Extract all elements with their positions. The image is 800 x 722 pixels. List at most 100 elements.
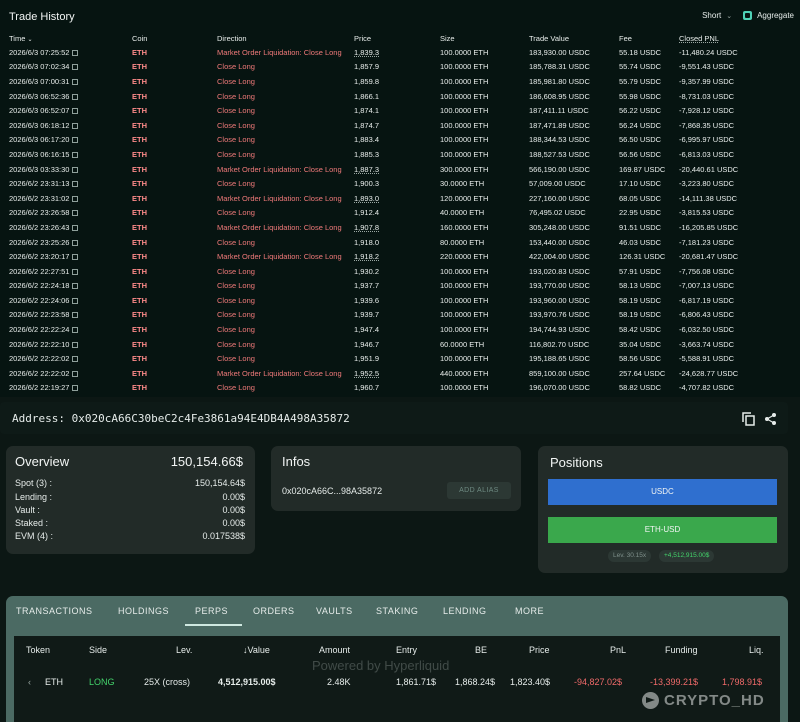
external-link-icon[interactable]	[72, 122, 79, 129]
table-row: 2026/6/2 22:24:06 ETH Close Long 1,939.6 100…	[0, 293, 800, 308]
table-row: 2026/6/3 06:52:07 ETH Close Long 1,874.1 100…	[0, 103, 800, 118]
external-link-icon[interactable]	[72, 93, 79, 100]
table-row: 2026/6/2 23:25:26 ETH Close Long 1,918.0 80.…	[0, 235, 800, 250]
col-header-time[interactable]: Time ⌄	[9, 34, 33, 43]
external-link-icon[interactable]	[72, 254, 79, 261]
tab-perps[interactable]: PERPS	[195, 606, 229, 616]
tab-orders[interactable]: ORDERS	[253, 606, 295, 616]
chevron-down-icon[interactable]: ⌄	[726, 12, 733, 20]
cell-trade-value: 193,020.83 USDC	[529, 266, 590, 276]
col-header-closed-pnl[interactable]: Closed PNL	[679, 34, 720, 43]
perps-header-price: Price	[529, 645, 550, 655]
trade-history-panel: Trade History Short ⌄ Aggregate Time ⌄ C…	[0, 11, 800, 393]
tab-holdings[interactable]: HOLDINGS	[118, 606, 170, 616]
external-link-icon[interactable]	[72, 108, 79, 115]
external-link-icon[interactable]	[72, 166, 79, 173]
cell-trade-value: 185,981.80 USDC	[529, 76, 590, 86]
external-link-icon[interactable]	[72, 224, 79, 231]
cell-trade-value: 305,248.00 USDC	[529, 222, 590, 232]
external-link-icon[interactable]	[72, 356, 79, 363]
add-alias-button[interactable]: ADD ALIAS	[447, 482, 511, 499]
cell-size: 100.0000 ETH	[440, 310, 489, 320]
external-link-icon[interactable]	[72, 341, 79, 348]
cell-time: 2026/6/2 22:24:06	[0, 293, 132, 308]
tab-more[interactable]: MORE	[515, 606, 544, 616]
copy-icon[interactable]	[742, 412, 755, 426]
external-link-icon[interactable]	[72, 327, 79, 334]
external-link-icon[interactable]	[72, 297, 79, 304]
cell-price: 1,859.8	[354, 76, 380, 86]
cell-size: 100.0000 ETH	[440, 354, 489, 364]
cell-size: 100.0000 ETH	[440, 76, 489, 86]
external-link-icon[interactable]	[72, 64, 79, 71]
cell-time: 2026/6/2 23:26:58	[0, 206, 132, 221]
external-link-icon[interactable]	[72, 370, 79, 377]
cell-size: 220.0000 ETH	[440, 252, 489, 262]
position-bar-eth-usd[interactable]: ETH-USD	[548, 517, 777, 543]
perps-entry: 1,861.71$	[396, 677, 437, 687]
trade-history-title: Trade History	[9, 11, 75, 23]
cell-coin: ETH	[132, 354, 147, 364]
external-link-icon[interactable]	[72, 283, 79, 290]
cell-direction: Close Long	[217, 76, 255, 86]
side-select[interactable]: Short	[702, 11, 722, 20]
tab-staking[interactable]: STAKING	[376, 606, 419, 616]
tab-lending[interactable]: LENDING	[443, 606, 487, 616]
external-link-icon[interactable]	[72, 137, 79, 144]
external-link-icon[interactable]	[72, 181, 79, 188]
cell-direction: Close Long	[217, 237, 255, 247]
external-link-icon[interactable]	[72, 78, 79, 85]
cell-direction: Close Long	[217, 106, 255, 116]
aggregate-checkbox[interactable]	[743, 11, 753, 20]
cell-time: 2026/6/2 23:31:02	[0, 191, 132, 206]
cell-fee: 22.95 USDC	[619, 208, 662, 218]
cell-price: 1,952.5	[354, 368, 380, 378]
cell-direction: Market Order Liquidation: Close Long	[217, 368, 342, 378]
cell-trade-value: 185,788.31 USDC	[529, 62, 590, 72]
external-link-icon[interactable]	[72, 268, 79, 275]
cell-size: 100.0000 ETH	[440, 266, 489, 276]
col-header-size: Size	[440, 34, 455, 43]
external-link-icon[interactable]	[72, 210, 79, 217]
cell-coin: ETH	[132, 383, 147, 393]
cell-direction: Close Long	[217, 120, 255, 130]
cell-direction: Close Long	[217, 179, 255, 189]
cell-time: 2026/6/2 22:22:02	[0, 366, 132, 381]
cell-trade-value: 187,471.89 USDC	[529, 120, 590, 130]
cell-price: 1,874.7	[354, 120, 380, 130]
table-row: 2026/6/2 22:22:02 ETH Market Order Liquida…	[0, 366, 800, 381]
table-row: 2026/6/2 23:20:17 ETH Market Order Liquida…	[0, 249, 800, 264]
perps-header-funding: Funding	[665, 645, 698, 655]
share-icon[interactable]	[764, 412, 777, 426]
cell-direction: Close Long	[217, 266, 255, 276]
perps-header-amount: Amount	[319, 645, 351, 655]
cell-coin: ETH	[132, 179, 147, 189]
cell-price: 1,839.3	[354, 47, 380, 57]
overview-row-staked: Staked :0.00$	[15, 518, 245, 528]
cell-direction: Market Order Liquidation: Close Long	[217, 193, 342, 203]
cell-size: 120.0000 ETH	[440, 193, 489, 203]
perps-header-be: BE	[475, 645, 488, 655]
tab-vaults[interactable]: VAULTS	[316, 606, 353, 616]
cell-fee: 56.24 USDC	[619, 120, 662, 130]
external-link-icon[interactable]	[72, 195, 79, 202]
cell-coin: ETH	[132, 208, 147, 218]
cell-fee: 56.50 USDC	[619, 135, 662, 145]
cell-trade-value: 116,802.70 USDC	[529, 339, 590, 349]
tab-transactions[interactable]: TRANSACTIONS	[16, 606, 93, 616]
cell-fee: 55.98 USDC	[619, 91, 662, 101]
external-link-icon[interactable]	[72, 239, 79, 246]
position-bar-usdc[interactable]: USDC	[548, 479, 777, 505]
sort-chevron-icon: ⌄	[27, 37, 33, 43]
cell-closed-pnl: -6,032.50 USDC	[679, 325, 735, 335]
external-link-icon[interactable]	[72, 151, 79, 158]
cell-trade-value: 859,100.00 USDC	[529, 368, 590, 378]
address-text[interactable]: Address: 0x020cA66C30beC2c4Fe3861a94E4DB…	[12, 412, 350, 425]
external-link-icon[interactable]	[72, 385, 79, 392]
external-link-icon[interactable]	[72, 312, 79, 319]
perps-header-value[interactable]: ↓Value	[243, 645, 270, 655]
chevron-left-icon[interactable]: ‹	[28, 677, 31, 687]
external-link-icon[interactable]	[72, 49, 79, 56]
cell-time: 2026/6/3 06:52:36	[0, 89, 132, 104]
